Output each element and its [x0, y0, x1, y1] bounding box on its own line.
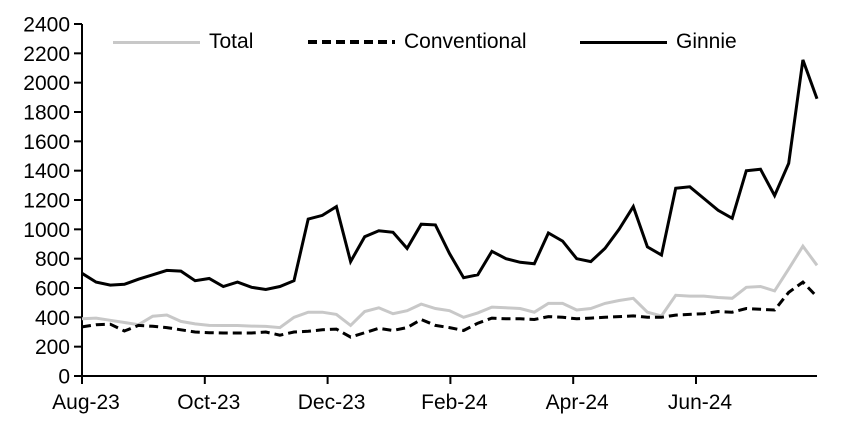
x-tick-label: Dec-23 [298, 391, 366, 414]
y-tick-label: 1600 [23, 131, 70, 154]
series-line-conventional [81, 280, 819, 339]
y-tick-label: 0 [58, 366, 70, 389]
series-line-ginnie [81, 59, 819, 292]
conventional-line-swatch-icon [308, 40, 395, 44]
x-tick-label: Feb-24 [421, 391, 488, 414]
y-tick-label: 1000 [23, 219, 70, 242]
legend-item-total: Total [113, 30, 253, 54]
legend-label-conventional: Conventional [404, 30, 527, 53]
y-tick-label: 600 [35, 278, 70, 301]
legend-label-total: Total [209, 30, 254, 53]
y-tick-label: 1800 [23, 102, 70, 125]
x-tick-label: Aug-23 [52, 391, 120, 414]
x-tick-label: Oct-23 [177, 391, 240, 414]
y-tick-label: 2400 [23, 14, 70, 37]
legend-label-ginnie: Ginnie [676, 30, 737, 53]
y-tick-label: 2000 [23, 72, 70, 95]
y-tick-label: 800 [35, 248, 70, 271]
legend-item-ginnie: Ginnie [580, 30, 737, 54]
ginnie-line-swatch-icon [580, 40, 667, 44]
total-line-swatch-icon [113, 40, 200, 44]
legend: Total Conventional Ginnie [0, 30, 852, 54]
x-tick-label: Apr-24 [546, 391, 609, 414]
y-tick-label: 200 [35, 336, 70, 359]
x-tick-label: Jun-24 [668, 391, 733, 414]
y-tick-label: 1200 [23, 190, 70, 213]
y-tick-label: 1400 [23, 160, 70, 183]
series-line-total [81, 243, 819, 330]
y-tick-label: 400 [35, 307, 70, 330]
legend-item-conventional: Conventional [308, 30, 527, 54]
y-tick-label: 2200 [23, 43, 70, 66]
